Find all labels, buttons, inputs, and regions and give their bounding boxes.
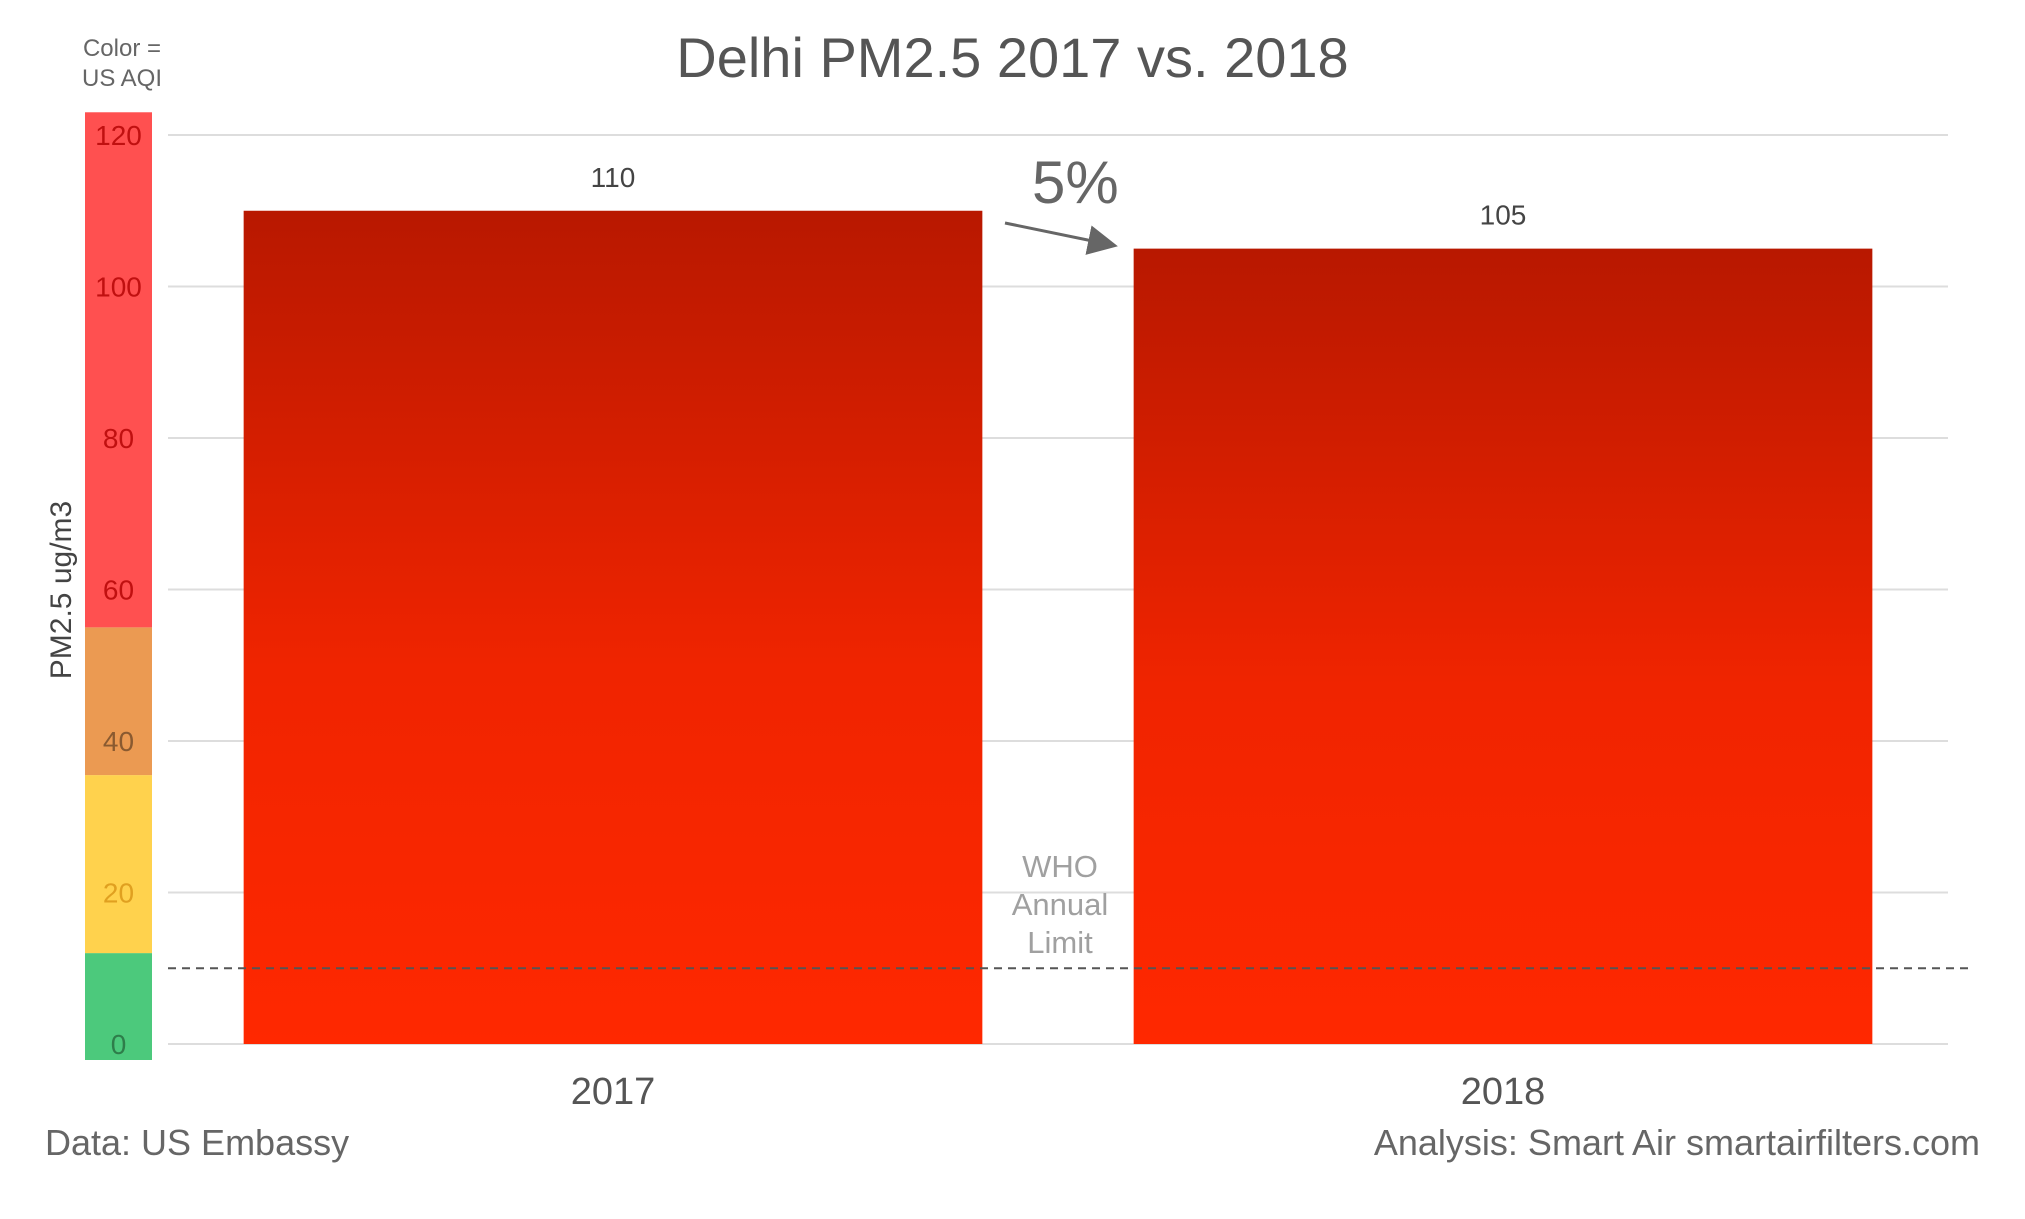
color-scale-caption: Color = US AQI: [62, 34, 182, 94]
data-label-2017: 110: [591, 162, 636, 193]
x-tick-2017: 2017: [571, 1071, 656, 1113]
aqi-color-scale: [85, 112, 152, 1060]
y-tick-60: 60: [103, 575, 134, 606]
bar-2018: [1133, 248, 1873, 1044]
who-label-line-1: WHO: [1022, 849, 1098, 884]
who-label-line-2: Annual: [1011, 887, 1109, 922]
y-tick-20: 20: [103, 878, 134, 909]
color-scale-caption-line-2: US AQI: [81, 65, 163, 92]
who-limit-label: WHO Annual Limit: [990, 848, 1130, 962]
y-tick-0: 0: [111, 1029, 127, 1060]
y-tick-100: 100: [95, 272, 142, 303]
data-label-2018: 105: [1480, 200, 1527, 231]
aqi-band-3: [85, 112, 152, 628]
color-scale-caption-line-1: Color =: [82, 35, 162, 62]
who-label-line-3: Limit: [1027, 925, 1093, 960]
analysis-credit: Analysis: Smart Air smartairfilters.com: [1373, 1122, 1980, 1163]
bar-2017: [243, 210, 983, 1044]
change-arrow: [1004, 221, 1118, 255]
aqi-band-0: [85, 953, 152, 1060]
y-tick-labels: 0 20 40 60 80 100 120: [95, 120, 142, 1060]
y-tick-40: 40: [103, 726, 134, 757]
y-tick-80: 80: [103, 423, 134, 454]
x-tick-labels: 2017 2018: [571, 1071, 1546, 1113]
bars: 110 105: [243, 162, 1873, 1044]
aqi-band-2: [85, 627, 152, 776]
data-source: Data: US Embassy: [45, 1122, 350, 1163]
chart-title: Delhi PM2.5 2017 vs. 2018: [676, 26, 1349, 89]
y-tick-120: 120: [95, 120, 142, 151]
y-axis-label: PM2.5 ug/m3: [45, 500, 78, 680]
aqi-band-1: [85, 775, 152, 954]
percent-change-annotation: 5%: [1032, 149, 1119, 216]
x-tick-2018: 2018: [1461, 1071, 1546, 1113]
